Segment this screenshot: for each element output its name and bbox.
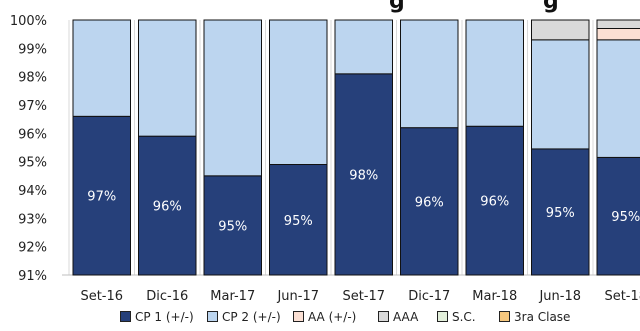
- legend-label: AA (+/-): [308, 310, 357, 324]
- bar-segment: [596, 39, 640, 158]
- legend-label: 3ra Clase: [514, 310, 571, 324]
- bar-segment: [531, 19, 590, 41]
- legend-swatch: [499, 311, 510, 322]
- y-tick-label: 92%: [18, 241, 47, 256]
- legend-swatch: [378, 311, 389, 322]
- bar-segment: [334, 73, 393, 276]
- legend-item: 3ra Clase: [499, 310, 570, 324]
- legend-item: CP 1 (+/-): [120, 310, 194, 324]
- data-label: 95%: [611, 210, 640, 225]
- legend-label: S.C.: [452, 310, 476, 324]
- bar-segment: [531, 148, 590, 276]
- data-label: 96%: [415, 195, 444, 210]
- chart-legend: CP 1 (+/-) CP 2 (+/-) AA (+/-) AAA S.C. 3ra C…: [0, 308, 640, 330]
- bar-segment: [596, 28, 640, 41]
- bar-segment: [400, 19, 459, 129]
- legend-item: CP 2 (+/-): [207, 310, 281, 324]
- bar-segment: [72, 115, 131, 276]
- x-tick-label: Jun-17: [276, 289, 319, 304]
- legend-label: AAA: [393, 310, 419, 324]
- data-label: 96%: [153, 200, 182, 215]
- legend-label: CP 1 (+/-): [135, 310, 194, 324]
- legend-label: CP 2 (+/-): [222, 310, 281, 324]
- bar-segment: [138, 135, 197, 276]
- x-tick-label: Set-17: [342, 289, 385, 304]
- x-tick-label: Mar-17: [210, 289, 255, 304]
- x-tick-label: Dic-17: [408, 289, 450, 304]
- bar-segment: [203, 19, 262, 177]
- bar-segment: [465, 125, 524, 276]
- bar-segment: [269, 19, 328, 165]
- bar-segment: [269, 164, 328, 276]
- x-tick-label: Mar-18: [472, 289, 517, 304]
- y-tick-label: 99%: [18, 42, 47, 57]
- legend-swatch: [293, 311, 304, 322]
- legend-swatch: [120, 311, 131, 322]
- y-tick-label: 94%: [18, 184, 47, 199]
- bar-segment: [138, 19, 197, 137]
- legend-swatch: [437, 311, 448, 322]
- bar-segment: [465, 19, 524, 127]
- x-tick-label: Jun-18: [538, 289, 581, 304]
- legend-item: S.C.: [437, 310, 476, 324]
- data-label: 96%: [480, 195, 509, 210]
- data-label: 95%: [546, 206, 575, 221]
- bar-segment: [531, 39, 590, 150]
- y-tick-label: 97%: [18, 99, 47, 114]
- legend-item: AA (+/-): [293, 310, 356, 324]
- x-tick-label: Set-18: [604, 289, 640, 304]
- data-label: 97%: [87, 190, 116, 205]
- y-tick-label: 98%: [18, 71, 47, 86]
- data-label: 98%: [349, 168, 378, 183]
- bar-segment: [596, 19, 640, 29]
- chart-title-fragment-2: g: [543, 0, 559, 14]
- legend-item: AAA: [378, 310, 418, 324]
- bar-segment: [596, 156, 640, 276]
- x-tick-label: Set-16: [80, 289, 123, 304]
- y-tick-label: 96%: [18, 127, 47, 142]
- bar-segment: [203, 175, 262, 276]
- stacked-bar-chart: 91% 92% 93% 94% 95% 96% 97% 98% 99% 100% 97% Set-16…: [10, 14, 640, 304]
- data-label: 95%: [218, 219, 247, 234]
- data-label: 95%: [284, 214, 313, 229]
- y-tick-label: 100%: [10, 14, 47, 29]
- y-tick-label: 95%: [18, 156, 47, 171]
- y-tick-label: 91%: [18, 269, 47, 284]
- x-tick-label: Dic-16: [146, 289, 188, 304]
- bar-segment: [334, 19, 393, 75]
- bar-segment: [72, 19, 131, 117]
- chart-title-fragment-1: g: [389, 0, 405, 14]
- legend-swatch: [207, 311, 218, 322]
- y-tick-label: 93%: [18, 212, 47, 227]
